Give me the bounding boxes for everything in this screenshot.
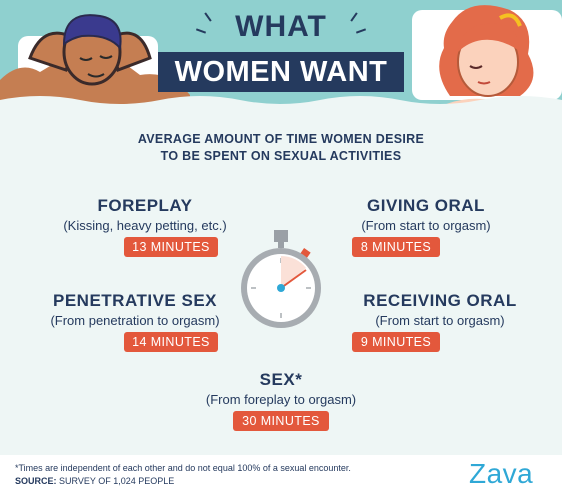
foreplay-title: FOREPLAY — [97, 196, 193, 215]
giving-oral-desc: (From start to orgasm) — [361, 218, 491, 233]
title-what: WHAT — [235, 10, 327, 43]
foreplay-time-badge: 13 MINUTES — [124, 237, 218, 257]
foreplay-desc: (Kissing, heavy petting, etc.) — [63, 218, 227, 233]
giving-oral-time-badge: 8 MINUTES — [352, 237, 440, 257]
receiving-oral-title: RECEIVING ORAL — [363, 291, 517, 310]
penetrative-sex-title: PENETRATIVE SEX — [53, 291, 217, 310]
penetrative-sex-desc: (From penetration to orgasm) — [50, 313, 220, 328]
subtitle-line-1: AVERAGE AMOUNT OF TIME WOMEN DESIRE — [137, 132, 425, 146]
brand-logo: Zava — [469, 458, 534, 489]
sex-desc: (From foreplay to orgasm) — [205, 392, 357, 407]
giving-oral-title: GIVING ORAL — [367, 196, 485, 215]
subtitle-line-2: TO BE SPENT ON SEXUAL ACTIVITIES — [160, 149, 402, 163]
sex-time-badge: 30 MINUTES — [233, 411, 329, 431]
stopwatch-icon — [241, 230, 321, 328]
source-line: SOURCE: SURVEY OF 1,024 PEOPLE — [15, 476, 174, 486]
receiving-oral-desc: (From start to orgasm) — [375, 313, 505, 328]
blanket-edge — [0, 96, 562, 110]
title-banner: WOMEN WANT — [158, 52, 404, 92]
footnote: *Times are independent of each other and… — [15, 463, 351, 473]
page-title: WOMEN WANT — [174, 55, 388, 88]
penetrative-sex-time-badge: 14 MINUTES — [124, 332, 218, 352]
source-text: SURVEY OF 1,024 PEOPLE — [56, 476, 175, 486]
subtitle: AVERAGE AMOUNT OF TIME WOMEN DESIRE TO B… — [0, 131, 562, 165]
sex-title: SEX* — [259, 370, 303, 389]
receiving-oral-time-badge: 9 MINUTES — [352, 332, 440, 352]
footer — [0, 455, 562, 500]
source-label: SOURCE: — [15, 476, 57, 486]
